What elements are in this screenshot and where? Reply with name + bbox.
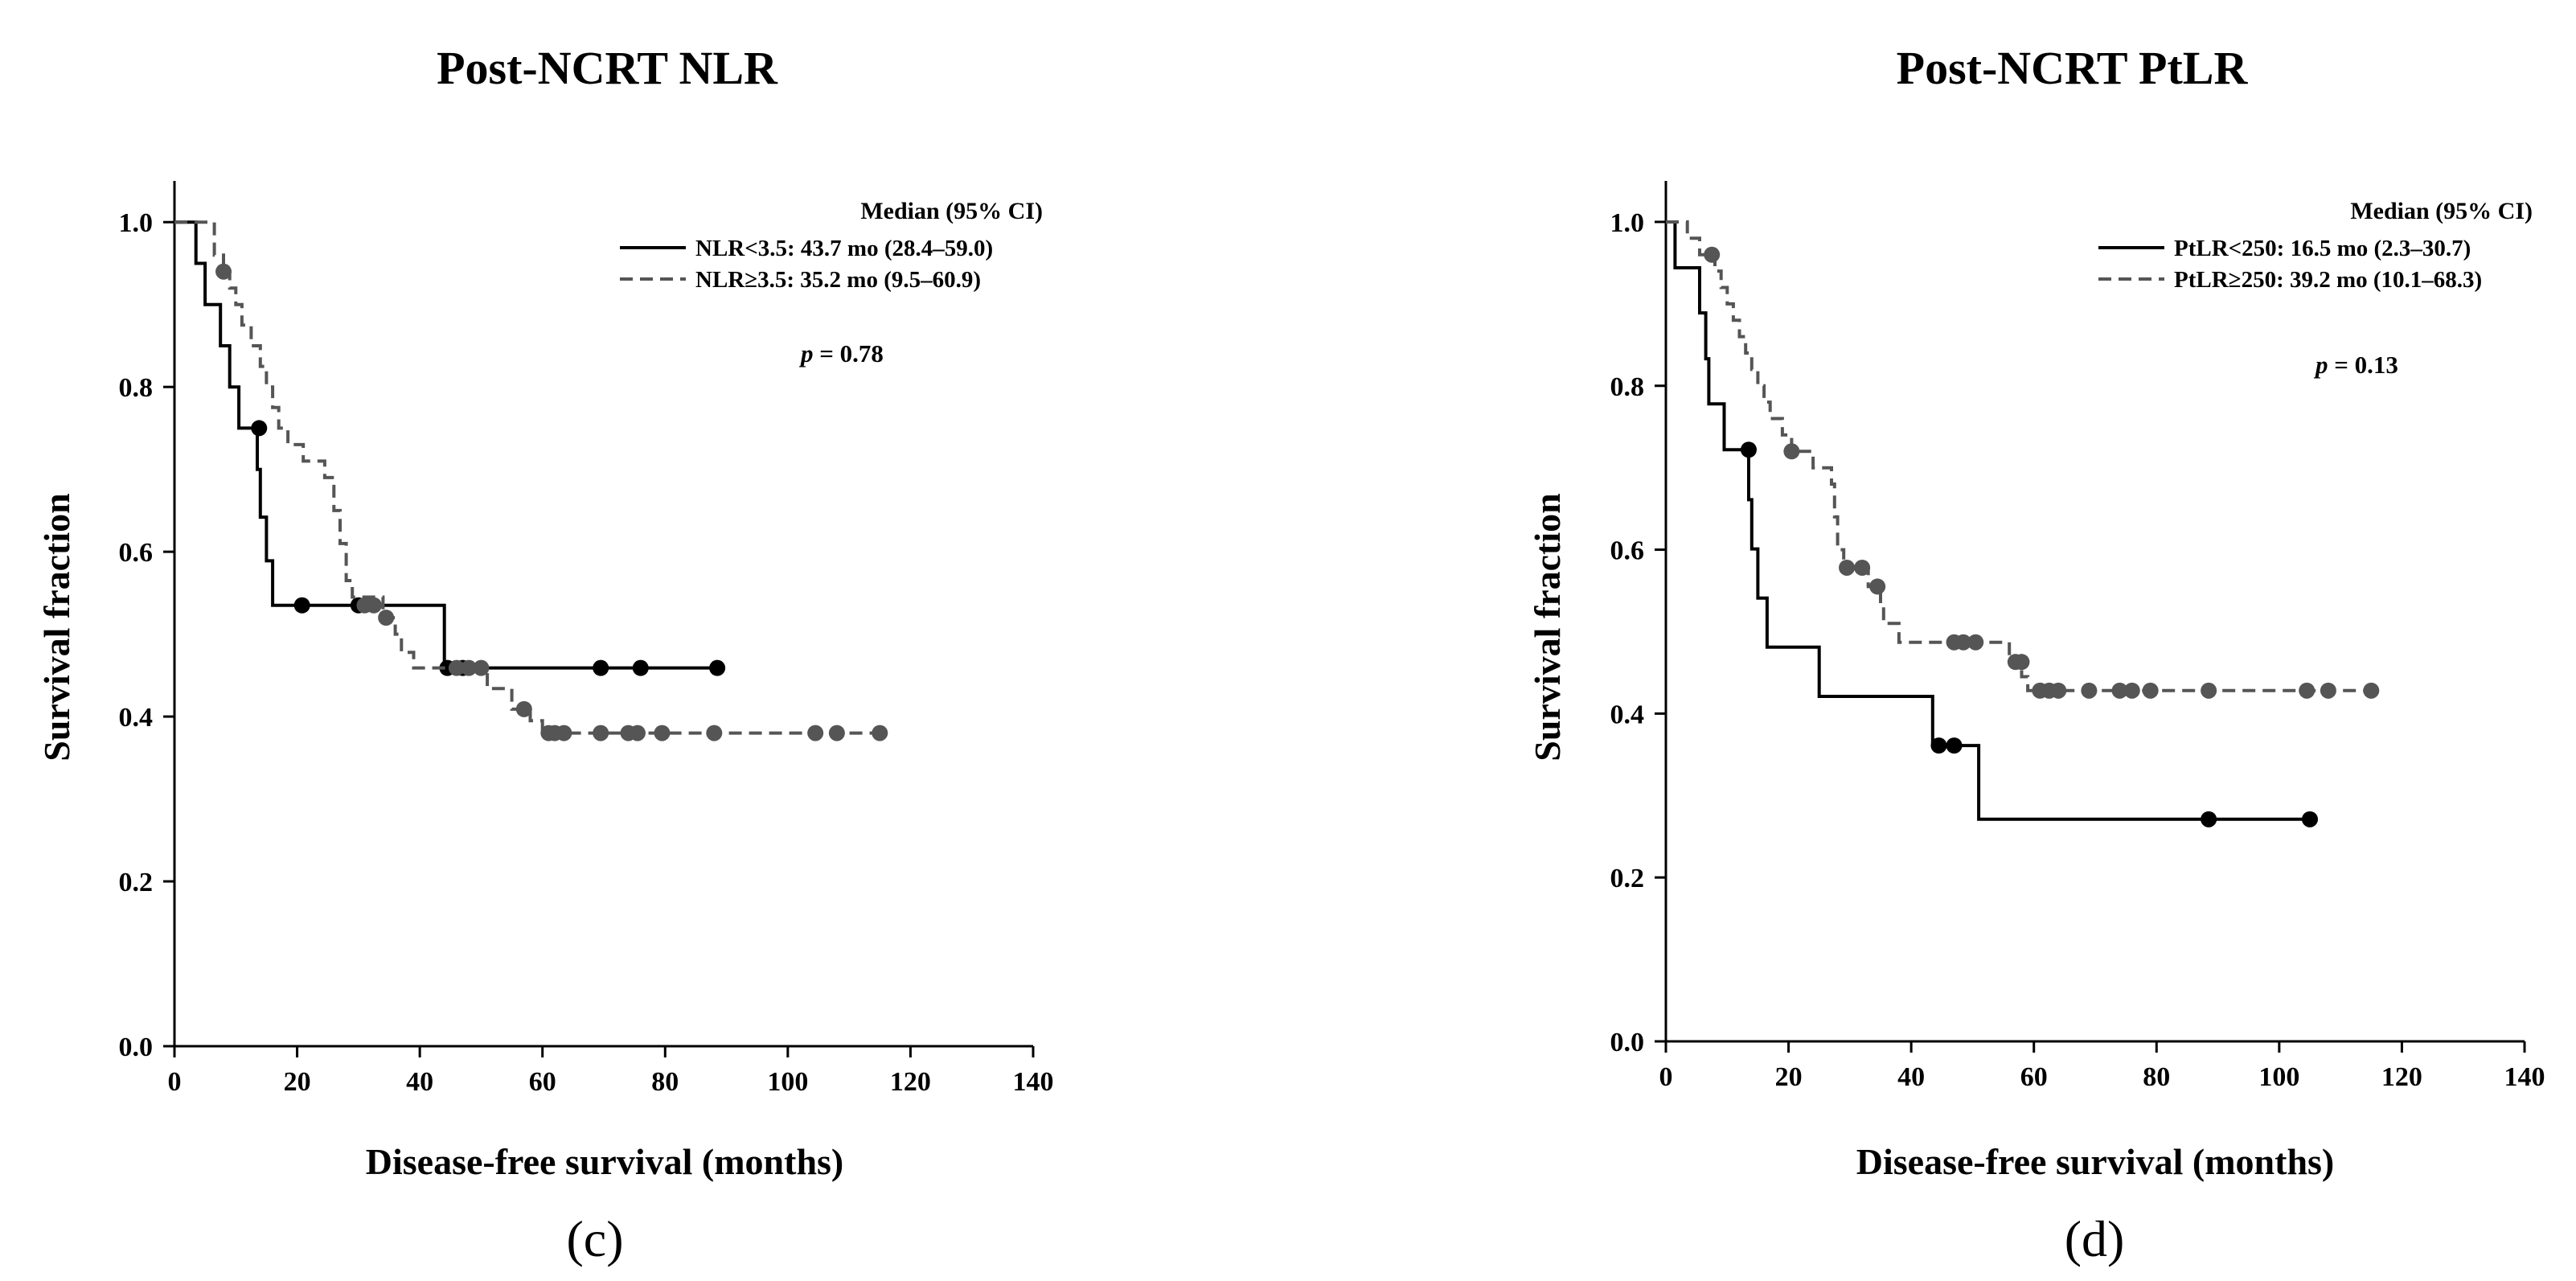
series-line-dashed [174, 220, 880, 735]
censor-mark [2013, 654, 2030, 671]
censor-mark [293, 597, 310, 614]
panel-c: Post-NCRT NLR Survival fraction Disease-… [36, 42, 1054, 1267]
x-tick-label: 40 [1897, 1062, 1925, 1092]
censor-mark [2142, 682, 2159, 699]
censor-mark [2201, 682, 2217, 699]
censor-mark [2201, 811, 2217, 827]
y-tick-label: 0.8 [1610, 372, 1645, 402]
x-tick-label: 0 [1659, 1062, 1673, 1092]
p-value-symbol: p [798, 339, 814, 367]
censor-mark [515, 700, 532, 717]
chart-title: Post-NCRT NLR [437, 42, 778, 94]
x-tick-label: 60 [529, 1067, 556, 1097]
x-tick-label: 60 [2020, 1062, 2048, 1092]
censor-mark [1946, 737, 1963, 754]
y-tick-label: 1.0 [119, 208, 154, 238]
x-tick-label: 140 [1013, 1067, 1054, 1097]
x-tick-label: 0 [168, 1067, 182, 1097]
y-tick-label: 0.0 [1610, 1028, 1645, 1057]
x-axis-label: Disease-free survival (months) [366, 1141, 844, 1182]
censor-mark [2050, 682, 2067, 699]
legend: Median (95% CI) NLR<3.5: 43.7 mo (28.4–5… [620, 198, 1043, 293]
censor-mark [828, 725, 845, 741]
panel-label: (c) [566, 1210, 623, 1267]
censor-mark [1869, 578, 1886, 595]
censor-mark [706, 725, 723, 741]
y-tick-label: 0.2 [119, 868, 154, 897]
x-tick-label: 100 [2258, 1062, 2299, 1092]
y-tick-label: 1.0 [1610, 208, 1645, 238]
x-tick-label: 40 [406, 1067, 433, 1097]
censor-mark [593, 725, 609, 741]
x-tick-label: 80 [651, 1067, 679, 1097]
censor-mark [448, 659, 465, 676]
p-value-number: = 0.78 [814, 339, 884, 367]
censor-mark [2363, 682, 2380, 699]
legend-title: Median (95% CI) [860, 198, 1043, 224]
censor-mark [251, 420, 268, 437]
legend-title: Median (95% CI) [2350, 198, 2533, 224]
p-value: p = 0.78 [798, 339, 884, 367]
legend: Median (95% CI) PtLR<250: 16.5 mo (2.3–3… [2098, 198, 2533, 293]
p-value-number: = 0.13 [2328, 351, 2398, 379]
censor-mark [1783, 443, 1800, 460]
censor-mark [709, 659, 726, 676]
censor-mark [2320, 682, 2336, 699]
y-tick-label: 0.4 [1610, 700, 1645, 729]
censor-mark [1704, 246, 1721, 263]
y-tick-label: 0.6 [119, 538, 154, 568]
censor-mark [461, 659, 478, 676]
censor-mark [378, 610, 395, 626]
censor-mark [872, 725, 888, 741]
censor-mark [1967, 634, 1984, 651]
y-tick-label: 0.0 [119, 1033, 154, 1062]
series-line-dashed [1666, 220, 2372, 692]
censor-mark [1854, 559, 1871, 576]
series-line-solid [1666, 220, 2310, 821]
x-tick-label: 120 [890, 1067, 931, 1097]
panel-d: Post-NCRT PtLR Survival fraction Disease… [1527, 42, 2545, 1267]
panel-label: (d) [2065, 1210, 2125, 1267]
x-tick-label: 80 [2143, 1062, 2170, 1092]
legend-entry: NLR≥3.5: 35.2 mo (9.5–60.9) [695, 267, 981, 293]
x-tick-label: 20 [284, 1067, 311, 1097]
chart-title: Post-NCRT PtLR [1897, 42, 2249, 94]
y-axis-label: Survival fraction [36, 493, 77, 761]
y-tick-label: 0.2 [1610, 864, 1645, 893]
censor-mark [1839, 559, 1856, 576]
censor-mark [1930, 737, 1947, 754]
p-value-symbol: p [2313, 351, 2328, 379]
censor-mark [807, 725, 824, 741]
censor-mark [2123, 682, 2140, 699]
censor-mark [473, 659, 490, 676]
x-tick-label: 20 [1775, 1062, 1803, 1092]
x-tick-label: 100 [767, 1067, 808, 1097]
censor-mark [215, 263, 232, 280]
x-tick-label: 140 [2504, 1062, 2545, 1092]
y-tick-label: 0.8 [119, 373, 154, 403]
censor-mark [365, 597, 382, 614]
censor-mark [654, 725, 671, 741]
censor-mark [2111, 682, 2128, 699]
legend-entry: PtLR<250: 16.5 mo (2.3–30.7) [2174, 236, 2471, 261]
y-tick-label: 0.4 [119, 703, 154, 733]
legend-entry: PtLR≥250: 39.2 mo (10.1–68.3) [2174, 267, 2482, 293]
censor-mark [2302, 811, 2318, 827]
y-axis-label: Survival fraction [1527, 493, 1568, 761]
y-tick-label: 0.6 [1610, 536, 1645, 566]
p-value: p = 0.13 [2313, 351, 2398, 379]
censor-mark [1955, 634, 1971, 651]
censor-mark [593, 659, 609, 676]
legend-entry: NLR<3.5: 43.7 mo (28.4–59.0) [695, 236, 993, 261]
x-axis-label: Disease-free survival (months) [1856, 1141, 2335, 1182]
censor-mark [2299, 682, 2316, 699]
censor-mark [629, 725, 646, 741]
series-line-solid [174, 220, 718, 670]
x-tick-label: 120 [2381, 1062, 2422, 1092]
censor-mark [632, 659, 649, 676]
censor-mark [1740, 441, 1757, 458]
censor-mark [556, 725, 572, 741]
censor-mark [2081, 682, 2098, 699]
